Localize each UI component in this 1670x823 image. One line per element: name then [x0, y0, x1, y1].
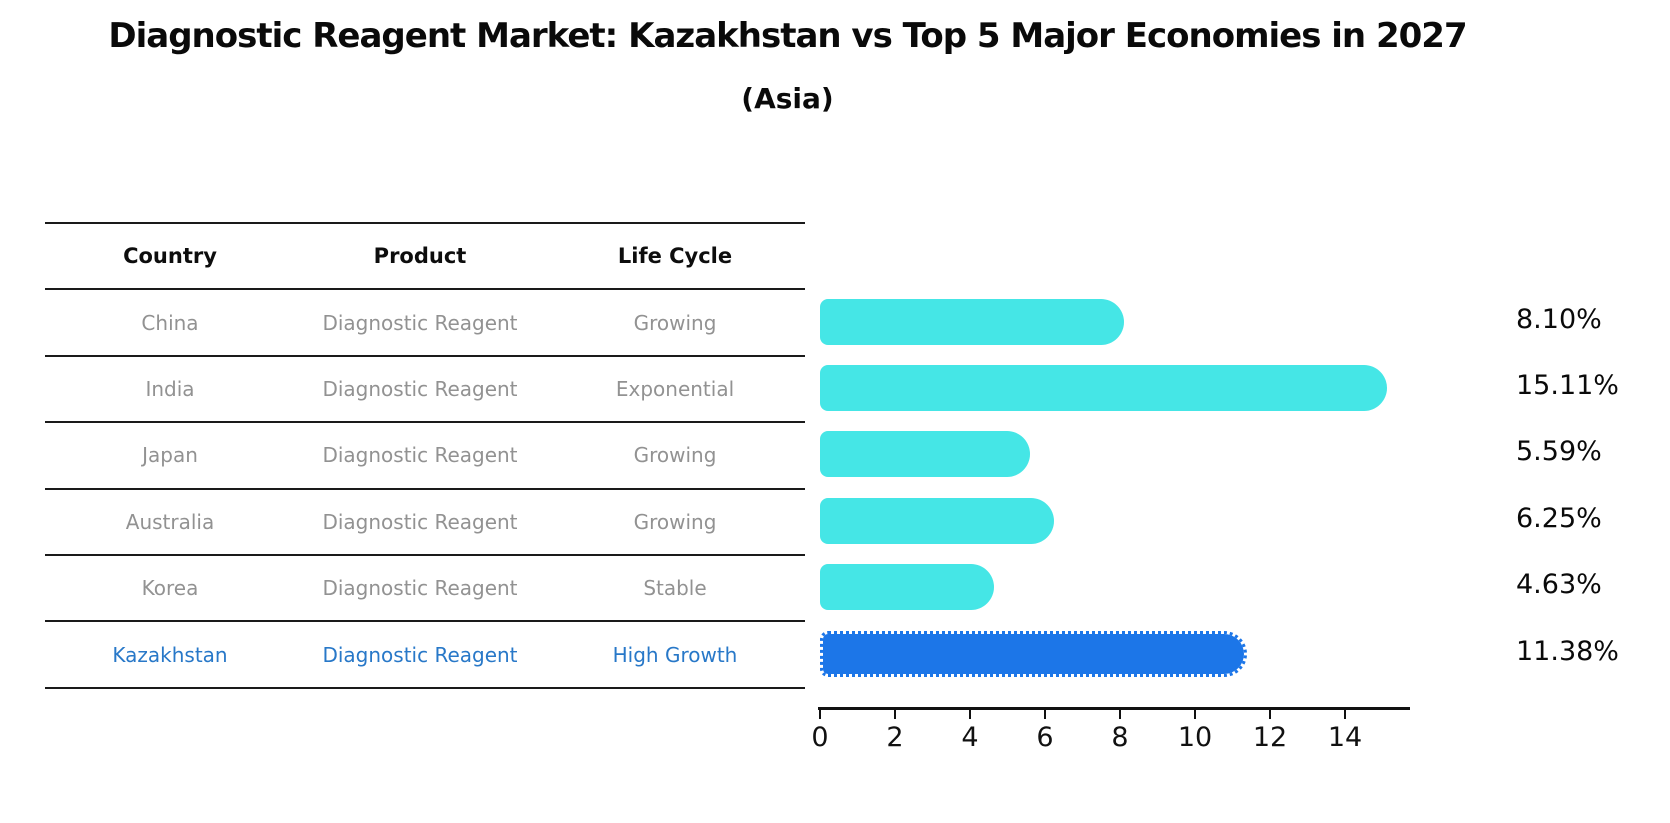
x-axis-tick-6	[1043, 710, 1047, 719]
x-axis-tick-10	[1193, 710, 1197, 719]
cell-country: India	[145, 376, 195, 401]
table-row-australia: Australia Diagnostic Reagent Growing	[45, 490, 805, 556]
cell-life-cycle: Growing	[633, 509, 717, 534]
cell-life-cycle: Growing	[633, 310, 717, 335]
value-label-kazakhstan: 11.38%	[1516, 635, 1619, 667]
x-axis-tick-14	[1343, 710, 1347, 719]
column-header-life-cycle: Life Cycle	[617, 244, 733, 269]
value-label-china: 8.10%	[1516, 303, 1602, 335]
cell-country: Korea	[141, 576, 199, 601]
table-row-china: China Diagnostic Reagent Growing	[45, 290, 805, 357]
cell-life-cycle: Growing	[633, 443, 717, 468]
cell-product: Diagnostic Reagent	[322, 376, 518, 401]
cell-product: Diagnostic Reagent	[322, 642, 518, 667]
table-row-japan: Japan Diagnostic Reagent Growing	[45, 423, 805, 490]
value-label-korea: 4.63%	[1516, 569, 1602, 601]
cell-life-cycle: Exponential	[615, 376, 735, 401]
x-axis-tick-12	[1268, 710, 1272, 719]
title-block: Diagnostic Reagent Market: Kazakhstan vs…	[0, 0, 1575, 115]
comparison-table: Country Product Life Cycle China Diagnostic …	[45, 222, 805, 689]
value-label-india: 15.11%	[1516, 370, 1619, 401]
bar-korea	[820, 564, 994, 611]
table-header-row: Country Product Life Cycle	[45, 224, 805, 291]
cell-life-cycle: High Growth	[612, 642, 738, 667]
bar-japan	[820, 431, 1030, 478]
value-label-japan: 5.59%	[1516, 436, 1602, 468]
column-header-country: Country	[123, 244, 217, 269]
table-row-kazakhstan: Kazakhstan Diagnostic Reagent High Growth	[45, 622, 805, 689]
cell-product: Diagnostic Reagent	[322, 509, 518, 534]
chart-title: Diagnostic Reagent Market: Kazakhstan vs…	[108, 16, 1467, 56]
x-axis-tick-label-4: 4	[961, 722, 979, 753]
x-axis-tick-4	[968, 710, 972, 719]
table-row-korea: Korea Diagnostic Reagent Stable	[45, 556, 805, 623]
cell-product: Diagnostic Reagent	[322, 443, 518, 468]
x-axis-tick-label-10: 10	[1177, 722, 1213, 753]
cell-country: China	[141, 310, 199, 335]
bar-kazakhstan	[820, 630, 1247, 677]
x-axis-tick-label-2: 2	[886, 722, 904, 753]
table-row-india: India Diagnostic Reagent Exponential	[45, 357, 805, 424]
column-header-product: Product	[373, 244, 467, 269]
cell-product: Diagnostic Reagent	[322, 310, 518, 335]
x-axis-tick-2	[893, 710, 897, 719]
cell-country: Kazakhstan	[112, 642, 228, 667]
x-axis-tick-label-12: 12	[1252, 722, 1288, 753]
x-axis-tick-label-14: 14	[1327, 722, 1363, 753]
cell-product: Diagnostic Reagent	[322, 576, 518, 601]
bar-australia	[820, 497, 1055, 544]
chart-subtitle: (Asia)	[741, 82, 834, 115]
cell-country: Japan	[142, 443, 198, 468]
bar-india	[820, 365, 1387, 411]
cell-country: Australia	[125, 509, 215, 534]
x-axis-tick-0	[818, 710, 822, 719]
x-axis-tick-label-6: 6	[1036, 722, 1054, 753]
x-axis-tick-8	[1118, 710, 1122, 719]
value-label-australia: 6.25%	[1516, 502, 1602, 534]
x-axis-tick-label-8: 8	[1111, 722, 1129, 753]
x-axis-line	[818, 707, 1410, 710]
cell-life-cycle: Stable	[643, 576, 707, 601]
x-axis-tick-label-0: 0	[811, 722, 829, 753]
bar-china	[820, 298, 1124, 345]
